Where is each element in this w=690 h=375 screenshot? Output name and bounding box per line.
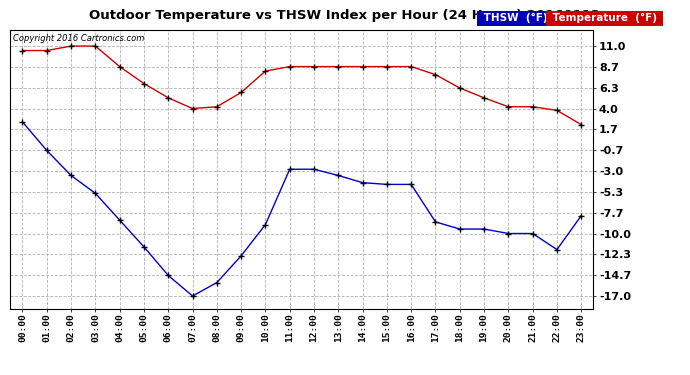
Text: Outdoor Temperature vs THSW Index per Hour (24 Hours) 20160112: Outdoor Temperature vs THSW Index per Ho… (90, 9, 600, 22)
Text: THSW  (°F): THSW (°F) (480, 13, 551, 23)
Text: Temperature  (°F): Temperature (°F) (549, 13, 660, 23)
Text: Copyright 2016 Cartronics.com: Copyright 2016 Cartronics.com (13, 34, 145, 43)
